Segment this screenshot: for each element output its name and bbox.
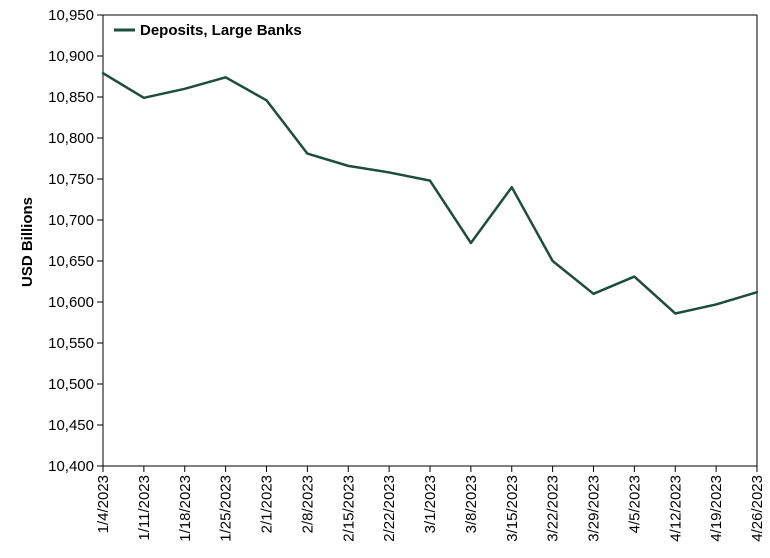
- y-tick-label: 10,600: [48, 294, 94, 311]
- y-tick-label: 10,850: [48, 89, 94, 106]
- y-tick-label: 10,550: [48, 335, 94, 352]
- y-tick-label: 10,800: [48, 130, 94, 147]
- legend-label: Deposits, Large Banks: [140, 22, 302, 39]
- y-tick-label: 10,950: [48, 7, 94, 24]
- plot-area: [101, 14, 759, 467]
- y-tick-label: 10,650: [48, 253, 94, 270]
- y-axis: 10,400 10,450 10,500 10,550 10,600 10,650 10,7…: [48, 7, 103, 475]
- x-tick-label: 1/18/2023: [177, 475, 194, 542]
- x-tick-label: 2/8/2023: [299, 475, 316, 533]
- x-tick-label: 1/11/2023: [136, 475, 153, 541]
- x-tick-label: 4/5/2023: [626, 475, 643, 533]
- plot-border: [102, 14, 758, 467]
- x-tick-label: 1/25/2023: [218, 475, 235, 542]
- x-tick-label: 4/26/2023: [749, 475, 766, 542]
- x-tick-label: 3/22/2023: [545, 475, 562, 542]
- x-tick-label: 2/22/2023: [381, 475, 398, 542]
- legend: Deposits, Large Banks: [114, 22, 302, 39]
- x-axis: 1/4/2023 1/11/2023 1/18/2023 1/25/2023 2/1/2…: [95, 466, 766, 542]
- x-tick-label: 3/29/2023: [586, 475, 603, 542]
- x-tick-label: 3/15/2023: [504, 475, 521, 542]
- y-tick-label: 10,750: [48, 171, 94, 188]
- x-tick-label: 4/12/2023: [667, 475, 684, 542]
- y-tick-label: 10,700: [48, 212, 94, 229]
- y-axis-title: USD Billions: [19, 197, 36, 287]
- x-tick-label: 4/19/2023: [708, 475, 725, 542]
- y-tick-label: 10,400: [48, 458, 94, 475]
- x-tick-label: 2/15/2023: [340, 475, 357, 542]
- x-tick-label: 1/4/2023: [95, 475, 112, 533]
- y-tick-label: 10,500: [48, 376, 94, 393]
- y-tick-label: 10,450: [48, 417, 94, 434]
- x-tick-label: 3/1/2023: [422, 475, 439, 533]
- series-line-0: [101, 71, 759, 315]
- x-tick-label: 3/8/2023: [463, 475, 480, 533]
- y-tick-label: 10,900: [48, 48, 94, 65]
- x-tick-label: 2/1/2023: [259, 475, 276, 533]
